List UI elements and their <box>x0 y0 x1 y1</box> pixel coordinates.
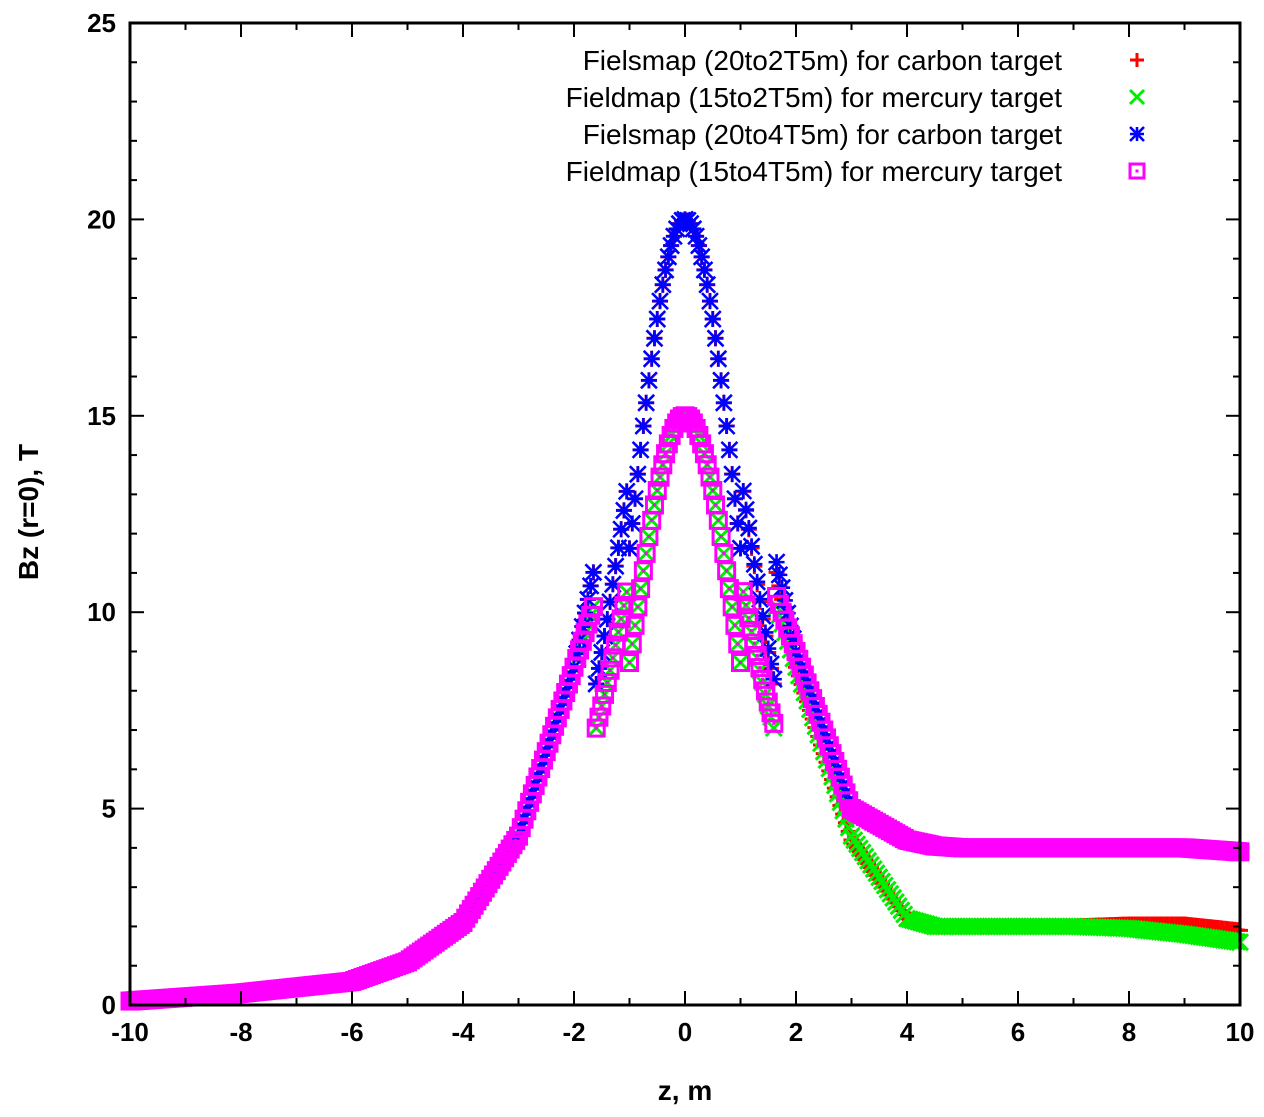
point <box>713 372 729 388</box>
point <box>627 491 643 507</box>
legend-marker <box>1130 127 1144 141</box>
point <box>699 277 715 293</box>
point <box>735 483 751 499</box>
point <box>738 502 754 518</box>
legend-label: Fieldmap (15to2T5m) for mercury target <box>566 82 1063 113</box>
series-layer <box>122 211 1248 1009</box>
legend-label: Fielsmap (20to4T5m) for carbon target <box>583 119 1063 150</box>
point <box>649 311 665 327</box>
point <box>733 540 749 556</box>
x-tick-label: 0 <box>678 1017 692 1047</box>
point <box>646 330 662 346</box>
x-tick-label: 4 <box>900 1017 915 1047</box>
point <box>638 395 654 411</box>
x-tick-label: -2 <box>562 1017 585 1047</box>
legend-marker <box>1130 164 1144 178</box>
point <box>635 418 651 434</box>
point <box>724 466 740 482</box>
x-axis-label: z, m <box>658 1075 712 1106</box>
point <box>744 538 760 554</box>
point <box>641 372 657 388</box>
point <box>696 262 712 278</box>
point <box>583 578 599 594</box>
y-tick-label: 5 <box>102 794 116 824</box>
point <box>655 277 671 293</box>
y-tick-label: 10 <box>87 597 116 627</box>
point <box>719 418 735 434</box>
y-tick-label: 25 <box>87 8 116 38</box>
point <box>630 466 646 482</box>
point <box>691 238 707 254</box>
x-tick-label: -4 <box>451 1017 475 1047</box>
point <box>746 556 762 572</box>
point <box>710 351 726 367</box>
x-tick-label: -8 <box>229 1017 252 1047</box>
point <box>660 249 676 265</box>
legend-marker <box>1130 53 1144 67</box>
y-tick-label: 0 <box>102 990 116 1020</box>
point <box>741 520 757 536</box>
series-3 <box>122 211 1248 1009</box>
legend-label: Fieldmap (15to4T5m) for mercury target <box>566 156 1063 187</box>
y-tick-label: 15 <box>87 401 116 431</box>
point <box>705 311 721 327</box>
point <box>716 395 732 411</box>
point <box>652 293 668 309</box>
legend-marker <box>1130 90 1144 104</box>
legend: Fielsmap (20to2T5m) for carbon target Fie… <box>566 45 1144 187</box>
y-axis-label: Bz (r=0), T <box>13 444 44 580</box>
x-tick-label: -6 <box>340 1017 363 1047</box>
point <box>708 330 724 346</box>
y-tick-label: 20 <box>87 204 116 234</box>
x-tick-label: 6 <box>1011 1017 1025 1047</box>
x-tick-label: 10 <box>1226 1017 1255 1047</box>
point <box>633 442 649 458</box>
point <box>702 293 718 309</box>
point <box>721 442 737 458</box>
x-tick-label: 8 <box>1122 1017 1136 1047</box>
point <box>608 558 624 574</box>
series-2 <box>122 408 1248 1009</box>
point <box>644 351 660 367</box>
x-tick-label: -10 <box>111 1017 149 1047</box>
point <box>622 540 638 556</box>
legend-label: Fielsmap (20to2T5m) for carbon target <box>583 45 1063 76</box>
point <box>624 516 640 532</box>
series-1 <box>122 211 1248 1009</box>
x-tick-label: 2 <box>789 1017 803 1047</box>
point <box>585 564 601 580</box>
